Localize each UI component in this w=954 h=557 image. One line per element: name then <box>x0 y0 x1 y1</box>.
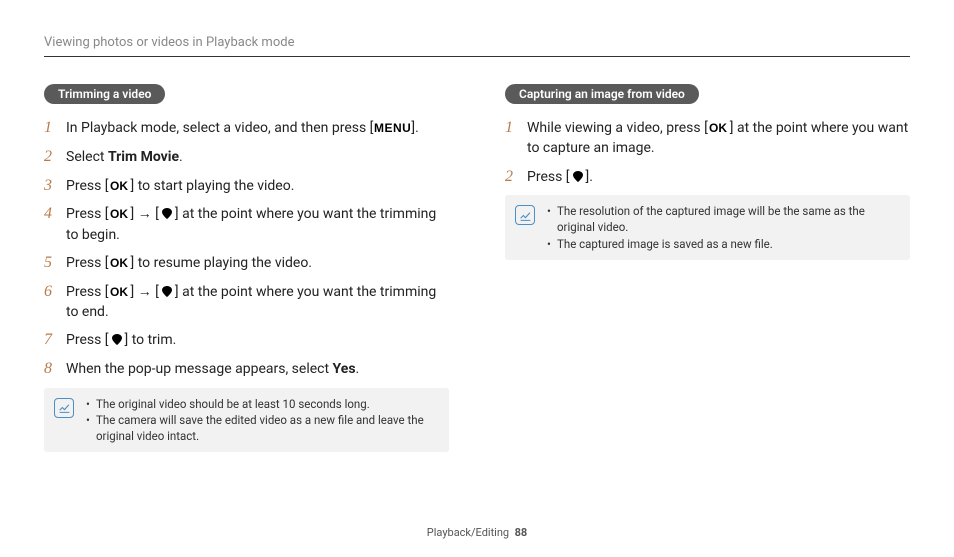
ok-icon: OK <box>110 207 130 220</box>
ok-icon: OK <box>709 121 729 134</box>
step-text: Press [OK] → [] at the point where you w… <box>66 204 449 245</box>
list-item: 1 In Playback mode, select a video, and t… <box>44 118 449 139</box>
column-left: Trimming a video 1 In Playback mode, sele… <box>44 83 449 452</box>
list-item: 2 Select Trim Movie. <box>44 147 449 168</box>
step-number: 2 <box>505 167 517 188</box>
svg-text:OK: OK <box>110 285 128 298</box>
list-item: 8 When the pop-up message appears, select… <box>44 359 449 380</box>
ok-icon: OK <box>110 285 130 298</box>
step-number: 1 <box>44 118 56 139</box>
step-text: Press [OK] to resume playing the video. <box>66 253 449 274</box>
svg-text:OK: OK <box>110 179 128 192</box>
step-text: In Playback mode, select a video, and th… <box>66 118 449 139</box>
step-number: 5 <box>44 253 56 274</box>
note-icon <box>515 205 535 225</box>
step-number: 4 <box>44 204 56 245</box>
note-item: The resolution of the captured image wil… <box>547 203 900 235</box>
steps-list-right: 1While viewing a video, press [OK] at th… <box>505 118 910 187</box>
step-number: 1 <box>505 118 517 159</box>
list-item: 4Press [OK] → [] at the point where you … <box>44 204 449 245</box>
down-macro-icon <box>160 285 174 298</box>
note-item: The original video should be at least 10… <box>86 396 439 412</box>
step-text: When the pop-up message appears, select … <box>66 359 449 380</box>
footer-section: Playback/Editing <box>427 526 509 539</box>
note-icon <box>54 398 74 418</box>
ok-icon: OK <box>110 256 130 269</box>
step-text: Press [OK] → [] at the point where you w… <box>66 282 449 323</box>
section-pill-trimming: Trimming a video <box>44 84 165 104</box>
step-number: 2 <box>44 147 56 168</box>
step-number: 8 <box>44 359 56 380</box>
note-list-right: The resolution of the captured image wil… <box>547 203 900 251</box>
steps-list-left: 1 In Playback mode, select a video, and t… <box>44 118 449 380</box>
step-text: Select Trim Movie. <box>66 147 449 168</box>
footer-page: 88 <box>515 526 528 539</box>
svg-text:MENU: MENU <box>374 121 410 134</box>
step-text: Press [OK] to start playing the video. <box>66 176 449 197</box>
step-number: 6 <box>44 282 56 323</box>
note-item: The camera will save the edited video as… <box>86 412 439 444</box>
note-box-right: The resolution of the captured image wil… <box>505 195 910 259</box>
down-macro-icon <box>110 333 124 346</box>
step-number: 7 <box>44 330 56 351</box>
column-right: Capturing an image from video 1While vie… <box>505 83 910 452</box>
list-item: 1While viewing a video, press [OK] at th… <box>505 118 910 159</box>
svg-text:OK: OK <box>709 121 727 134</box>
menu-icon: MENU <box>374 121 410 134</box>
step-text: Press []. <box>527 167 910 188</box>
step-text: Press [] to trim. <box>66 330 449 351</box>
list-item: 2 Press []. <box>505 167 910 188</box>
list-item: 5 Press [OK] to resume playing the video. <box>44 253 449 274</box>
svg-text:OK: OK <box>110 207 128 220</box>
ok-icon: OK <box>110 179 130 192</box>
step-text: While viewing a video, press [OK] at the… <box>527 118 910 159</box>
step-number: 3 <box>44 176 56 197</box>
down-macro-icon <box>571 170 585 183</box>
down-macro-icon <box>160 207 174 220</box>
note-item: The captured image is saved as a new fil… <box>547 236 900 252</box>
list-item: 6Press [OK] → [] at the point where you … <box>44 282 449 323</box>
section-pill-capturing: Capturing an image from video <box>505 84 699 104</box>
breadcrumb: Viewing photos or videos in Playback mod… <box>44 35 910 57</box>
note-list-left: The original video should be at least 10… <box>86 396 439 444</box>
list-item: 7 Press [] to trim. <box>44 330 449 351</box>
note-box-left: The original video should be at least 10… <box>44 388 449 452</box>
svg-text:OK: OK <box>110 256 128 269</box>
list-item: 3 Press [OK] to start playing the video. <box>44 176 449 197</box>
page-footer: Playback/Editing 88 <box>0 526 954 539</box>
